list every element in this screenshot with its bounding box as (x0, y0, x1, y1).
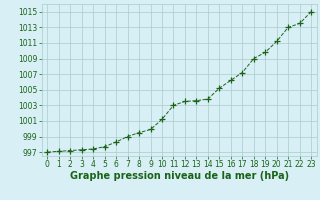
X-axis label: Graphe pression niveau de la mer (hPa): Graphe pression niveau de la mer (hPa) (70, 171, 289, 181)
